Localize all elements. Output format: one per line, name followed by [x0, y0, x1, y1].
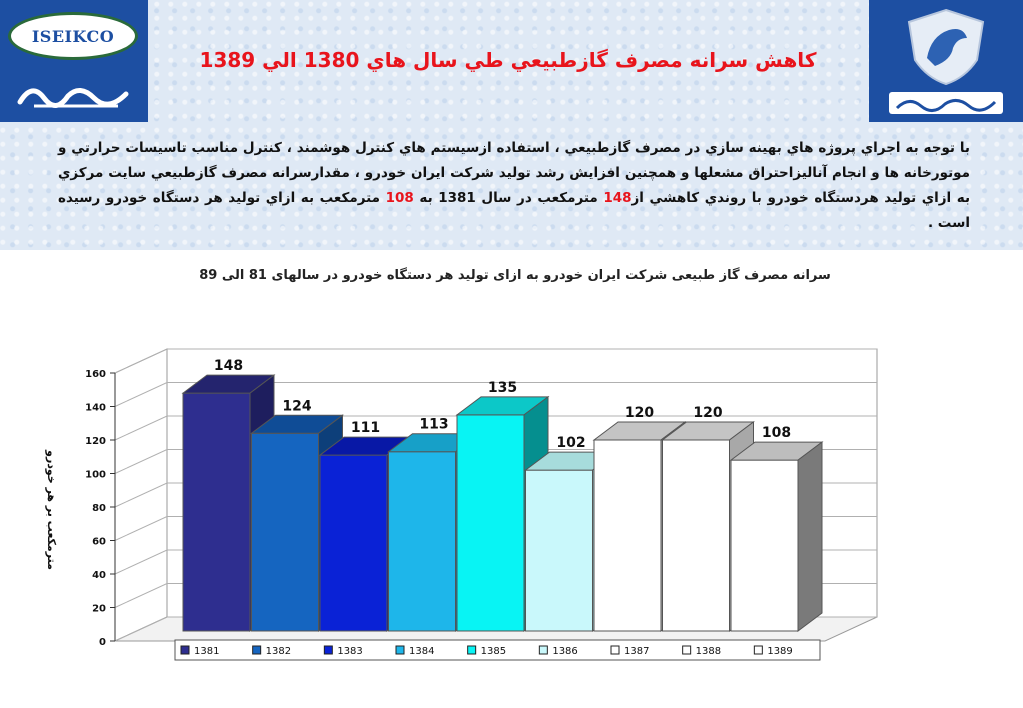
bar-1388 [662, 439, 730, 632]
y-tick-label: 20 [92, 604, 106, 615]
legend-box [174, 639, 821, 661]
data-label-1383: 111 [351, 420, 380, 436]
data-label-1382: 124 [282, 398, 311, 414]
legend-swatch-1389 [753, 645, 763, 655]
iran-khodro-script-logo [889, 92, 1003, 114]
bar-1381 [182, 392, 251, 632]
y-axis-label-text: مترمكعب بر هر خودرو [45, 449, 58, 570]
bar-1383 [319, 454, 388, 632]
data-label-1387: 120 [625, 405, 654, 421]
legend-swatch-1388 [682, 645, 692, 655]
legend-label-1388: 1388 [696, 646, 721, 657]
legend-label-1386: 1386 [552, 646, 577, 657]
data-label-1386: 102 [556, 435, 585, 451]
legend-swatch-1386 [538, 645, 548, 655]
highlight-value-end: 108 [385, 190, 414, 206]
y-tick-label: 0 [99, 637, 106, 648]
legend-swatch-1387 [610, 645, 620, 655]
bar-1387 [593, 439, 662, 632]
chart-title: سرانه مصرف گاز طبیعی شرکت ایران خودرو به… [199, 268, 831, 283]
legend-label-1383: 1383 [337, 646, 362, 657]
gridline [114, 415, 877, 441]
iran-khodro-logo [869, 0, 1023, 122]
data-label-1389: 108 [762, 425, 791, 441]
highlight-value-start: 148 [603, 190, 632, 206]
gridline [114, 348, 877, 374]
paragraph-text-3: مترمكعب به ازاي توليد هر دستگاه خودرو رس… [58, 190, 970, 231]
header-background [0, 0, 1023, 250]
y-tick-label: 160 [85, 369, 106, 380]
legend-swatch-1383 [323, 645, 333, 655]
y-tick-label: 40 [92, 570, 106, 581]
legend-swatch-1382 [252, 645, 262, 655]
data-label-1385: 135 [488, 380, 517, 396]
legend-label-1385: 1385 [481, 646, 506, 657]
legend-label-1384: 1384 [409, 646, 434, 657]
y-tick-label: 100 [85, 470, 106, 481]
y-tick-label: 120 [85, 436, 106, 447]
bar-1385 [456, 414, 525, 632]
iseikco-script-logo [17, 88, 129, 108]
legend-swatch-1384 [395, 645, 405, 655]
bar-1386 [525, 469, 593, 632]
bar-1389 [730, 459, 799, 632]
legend-label-1381: 1381 [194, 646, 219, 657]
gridline [114, 382, 877, 407]
iseikco-logo-text: ISEIKCO [31, 26, 115, 46]
legend-label-1389: 1389 [767, 646, 792, 657]
y-tick-label: 80 [92, 503, 106, 514]
iseikco-logo: ISEIKCO [0, 0, 148, 122]
legend-label-1382: 1382 [266, 646, 291, 657]
page-title: كاهش سرانه مصرف گازطبيعي طي سال هاي 1380… [199, 48, 817, 72]
paragraph-text-2: مترمكعب در سال 1381 به [413, 190, 604, 206]
y-tick-label: 60 [92, 537, 106, 548]
bar-1384 [388, 451, 456, 632]
y-axis-label: مترمكعب بر هر خودرو [45, 449, 58, 570]
data-label-1384: 113 [419, 417, 448, 433]
bar-side-1389 [797, 441, 823, 632]
description-paragraph: با توجه به اجراي پروژه هاي بهينه سازي در… [58, 136, 970, 236]
bar-1382 [251, 432, 319, 632]
data-label-1381: 148 [214, 358, 243, 374]
legend-swatch-1385 [467, 645, 477, 655]
legend-label-1387: 1387 [624, 646, 649, 657]
legend-swatch-1381 [180, 645, 190, 655]
iseikco-logo-oval: ISEIKCO [8, 12, 138, 60]
paragraph-text-1: با توجه به اجراي پروژه هاي بهينه سازي در… [58, 140, 971, 206]
y-tick-label: 140 [85, 403, 106, 414]
data-label-1388: 120 [693, 405, 722, 421]
horse-shield-icon [907, 8, 985, 86]
